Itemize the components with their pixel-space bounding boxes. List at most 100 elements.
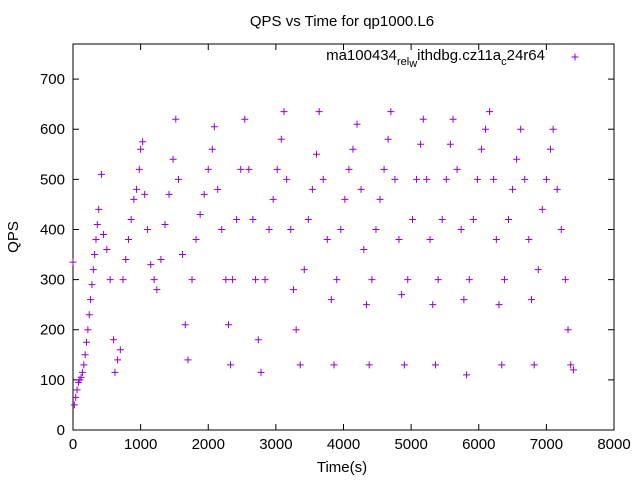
data-point	[184, 356, 192, 364]
data-point	[229, 276, 237, 284]
data-point	[315, 108, 323, 116]
data-point	[365, 361, 373, 369]
x-tick-label: 0	[69, 436, 77, 453]
x-tick-label: 6000	[462, 436, 495, 453]
data-point	[546, 145, 554, 153]
data-point	[380, 165, 388, 173]
data-point	[70, 401, 78, 409]
data-point	[237, 165, 245, 173]
legend-label: ma100434relwithdbg.cz11ac24r64	[326, 47, 545, 70]
x-tick-label: 1000	[124, 436, 157, 453]
data-point	[372, 225, 380, 233]
y-axis-label: QPS	[5, 221, 22, 253]
data-point	[110, 336, 118, 344]
x-tick-label: 3000	[259, 436, 292, 453]
data-point	[225, 321, 233, 329]
x-tick-label: 8000	[597, 436, 630, 453]
data-point	[553, 185, 561, 193]
data-point	[498, 361, 506, 369]
data-point	[308, 185, 316, 193]
data-point	[345, 165, 353, 173]
data-point	[80, 361, 88, 369]
data-point	[404, 276, 412, 284]
data-point	[492, 236, 500, 244]
data-point	[222, 276, 230, 284]
data-point	[426, 236, 434, 244]
data-point	[133, 185, 141, 193]
data-point	[349, 145, 357, 153]
data-point	[150, 276, 158, 284]
data-point	[218, 225, 226, 233]
data-point	[495, 301, 503, 309]
data-point	[353, 120, 361, 128]
data-point	[114, 356, 122, 364]
data-point	[141, 190, 149, 198]
data-point	[192, 236, 200, 244]
data-point	[557, 225, 565, 233]
data-point	[95, 205, 103, 213]
data-point	[429, 301, 437, 309]
data-point	[384, 135, 392, 143]
data-point	[509, 185, 517, 193]
data-point	[174, 175, 182, 183]
data-point	[188, 276, 196, 284]
data-point	[477, 145, 485, 153]
data-point	[93, 220, 101, 228]
data-point	[227, 361, 235, 369]
data-point	[534, 266, 542, 274]
data-point	[463, 371, 471, 379]
data-point	[362, 301, 370, 309]
y-tick-label: 0	[57, 422, 65, 439]
data-point	[91, 251, 99, 259]
legend: ma100434relwithdbg.cz11ac24r64	[326, 47, 579, 70]
data-point	[143, 225, 151, 233]
data-point	[473, 175, 481, 183]
data-point	[181, 321, 189, 329]
data-point	[561, 276, 569, 284]
data-points	[69, 108, 577, 409]
data-point	[196, 210, 204, 218]
data-point	[398, 291, 406, 299]
data-point	[505, 215, 513, 223]
data-point	[84, 326, 92, 334]
data-point	[153, 286, 161, 294]
y-tick-label: 700	[40, 71, 65, 88]
data-point	[280, 108, 288, 116]
data-point	[446, 140, 454, 148]
data-point	[214, 185, 222, 193]
data-point	[249, 215, 257, 223]
data-point	[137, 145, 145, 153]
data-point	[376, 195, 384, 203]
data-point	[97, 170, 105, 178]
data-point	[85, 311, 93, 319]
data-point	[527, 296, 535, 304]
data-point	[69, 258, 77, 266]
data-point	[387, 108, 395, 116]
data-point	[569, 366, 577, 374]
x-tick-label: 5000	[394, 436, 427, 453]
data-point	[283, 175, 291, 183]
data-point	[408, 215, 416, 223]
data-point	[337, 225, 345, 233]
y-tick-label: 100	[40, 372, 65, 389]
data-point	[179, 251, 187, 259]
data-point	[233, 215, 241, 223]
y-axis: 0 100 200 300 400 500 600 700	[40, 71, 614, 439]
data-point	[130, 195, 138, 203]
y-tick-label: 300	[40, 272, 65, 289]
data-point	[542, 175, 550, 183]
chart-title: QPS vs Time for qp1000.L6	[250, 13, 434, 30]
data-point	[449, 115, 457, 123]
data-point	[465, 276, 473, 284]
data-point	[165, 190, 173, 198]
data-point	[204, 165, 212, 173]
data-point	[124, 236, 132, 244]
data-point	[530, 361, 538, 369]
data-point	[265, 225, 273, 233]
data-point	[89, 266, 97, 274]
data-point	[490, 175, 498, 183]
x-axis: 0 1000 2000 3000 4000 5000 6000 7000 8000	[69, 44, 631, 453]
y-tick-label: 500	[40, 171, 65, 188]
data-point	[360, 246, 368, 254]
